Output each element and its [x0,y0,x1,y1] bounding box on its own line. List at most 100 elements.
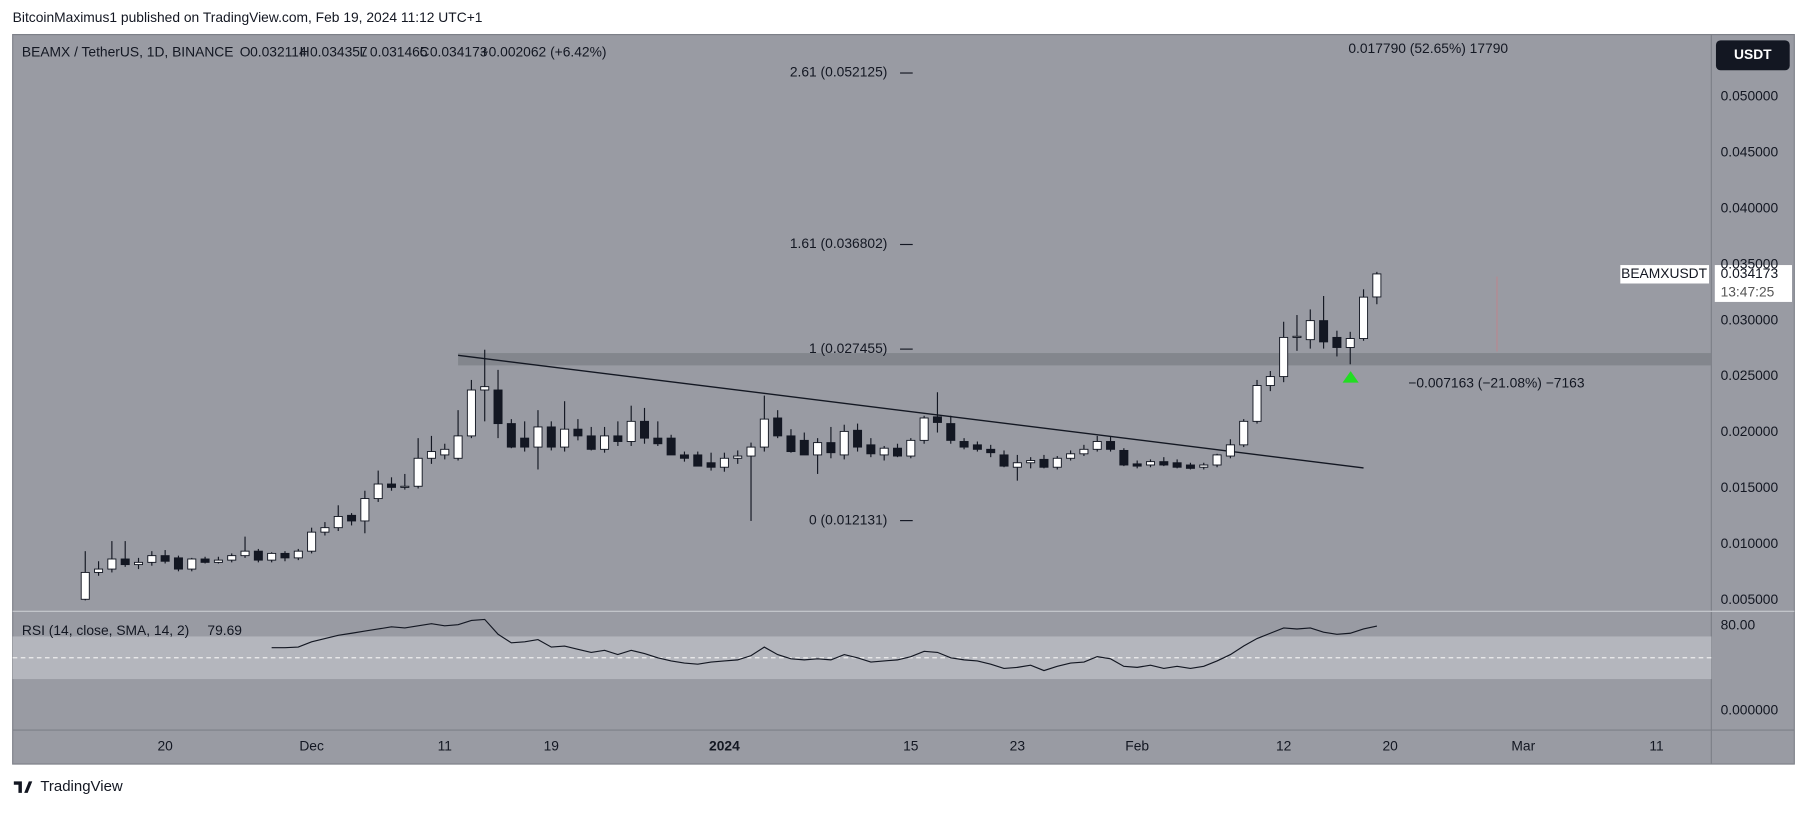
candle-body [959,441,969,448]
candle-body [493,389,503,425]
candle-body [1185,464,1195,469]
fib-label: 0 (0.012131) [809,511,887,527]
fib-label: 1.61 (0.036802) [790,235,888,251]
candle-body [320,527,330,533]
candle-body [786,435,796,453]
candle-body [1026,460,1036,464]
candle-body [826,442,836,454]
currency-label[interactable]: USDT [1734,46,1772,62]
y-tick-label: 0.015000 [1721,479,1779,495]
candle-body [1159,461,1169,466]
symbol-title: BEAMX / TetherUS, 1D, BINANCE [22,44,234,60]
candle-body [107,558,117,570]
y-tick-label: 0.025000 [1721,367,1779,383]
candle-body [1345,338,1355,348]
ohlc-value: 0.034357 [310,44,368,60]
candle-body [1012,462,1022,468]
candle-body [653,437,663,445]
ohlc-key: C [419,44,429,60]
ticker-box [1620,265,1710,284]
ticker-label: BEAMXUSDT [1621,265,1708,281]
candle-body [307,531,317,552]
currency-button[interactable] [1715,40,1790,71]
candle-body [413,457,423,487]
candle-body [919,417,929,441]
candle-body [1066,453,1076,459]
candle-body [160,555,170,562]
candle-body [1132,463,1142,467]
candle-body [147,555,157,563]
candle-body [640,420,649,439]
rsi-tick-label: 0.000000 [1721,702,1779,718]
y-tick-label: 0.030000 [1721,311,1779,327]
resistance-zone [458,353,1712,366]
candle-body [1212,454,1222,466]
x-tick-label: 11 [1649,737,1663,753]
x-tick-label: 19 [544,737,560,753]
trendline [457,354,1364,469]
candle-body [120,558,130,566]
candle-body [719,457,729,468]
labels: BEAMX / TetherUS, 1D, BINANCE USDT 0.017… [13,40,1793,795]
candle-body [546,426,556,448]
candle-body [999,454,1009,467]
candle-body [227,555,237,561]
rsi-title: RSI (14, close, SMA, 14, 2) [22,622,189,638]
candle-body [1172,462,1182,468]
x-tick-label: Dec [299,737,324,753]
candle-body [733,455,743,459]
candle-body [1199,464,1209,468]
change-text: +0.002062 (+6.42%) [481,44,607,60]
candle-body [240,550,250,557]
candle-body [1359,296,1369,339]
candle-body [613,435,623,442]
candle-body [1279,336,1289,378]
candle-body [187,558,197,570]
candle-body [520,437,530,448]
candle-body [560,428,570,448]
candle-body [1319,320,1329,343]
measure-down-text: −0.007163 (−21.08%) −7163 [1408,374,1585,390]
x-tick-label: Feb [1125,737,1149,753]
candle-body [200,558,210,563]
last-price: 0.034173 [1721,265,1779,281]
candle-body [440,448,450,456]
candle-body [1305,320,1315,341]
candle-body [972,444,982,450]
rsi-pane [12,618,1712,680]
candle-body [759,418,769,448]
candle-body [706,462,716,468]
publisher-line: BitcoinMaximus1 published on TradingView… [13,9,483,25]
countdown: 13:47:25 [1721,283,1775,299]
candle-body [1106,441,1116,450]
candle-body [94,568,104,573]
green-arrow [1342,371,1359,383]
ohlc-value: 0.031465 [370,44,428,60]
ohlc-value: 0.032114 [250,44,307,60]
candle-body [813,442,823,456]
candle-body [1265,376,1275,386]
y-tick-label: 0.035000 [1721,255,1779,271]
x-tick-label: 2024 [709,737,740,753]
candle-body [347,514,357,522]
candle-body [213,559,223,563]
candle-body [1239,420,1249,446]
y-tick-label: 0.010000 [1721,535,1779,551]
candle-body [853,429,863,448]
y-tick-label: 0.045000 [1721,143,1779,159]
candle-body [1332,336,1342,348]
measure-up-text: 0.017790 (52.65%) 17790 [1348,40,1508,56]
candle-body [773,417,783,437]
rsi-tick-label: 80.00 [1721,616,1756,632]
fib-label: 2.61 (0.052125) [790,64,888,80]
y-tick-label: 0.040000 [1721,199,1779,215]
candle-body [799,439,809,456]
brand-name: TradingView [40,778,123,795]
candle-body [1039,458,1049,468]
candle-body [746,446,756,457]
candle-body [839,430,849,456]
candle-body [533,426,543,448]
candle-body [280,552,290,559]
candle-body [600,435,610,450]
